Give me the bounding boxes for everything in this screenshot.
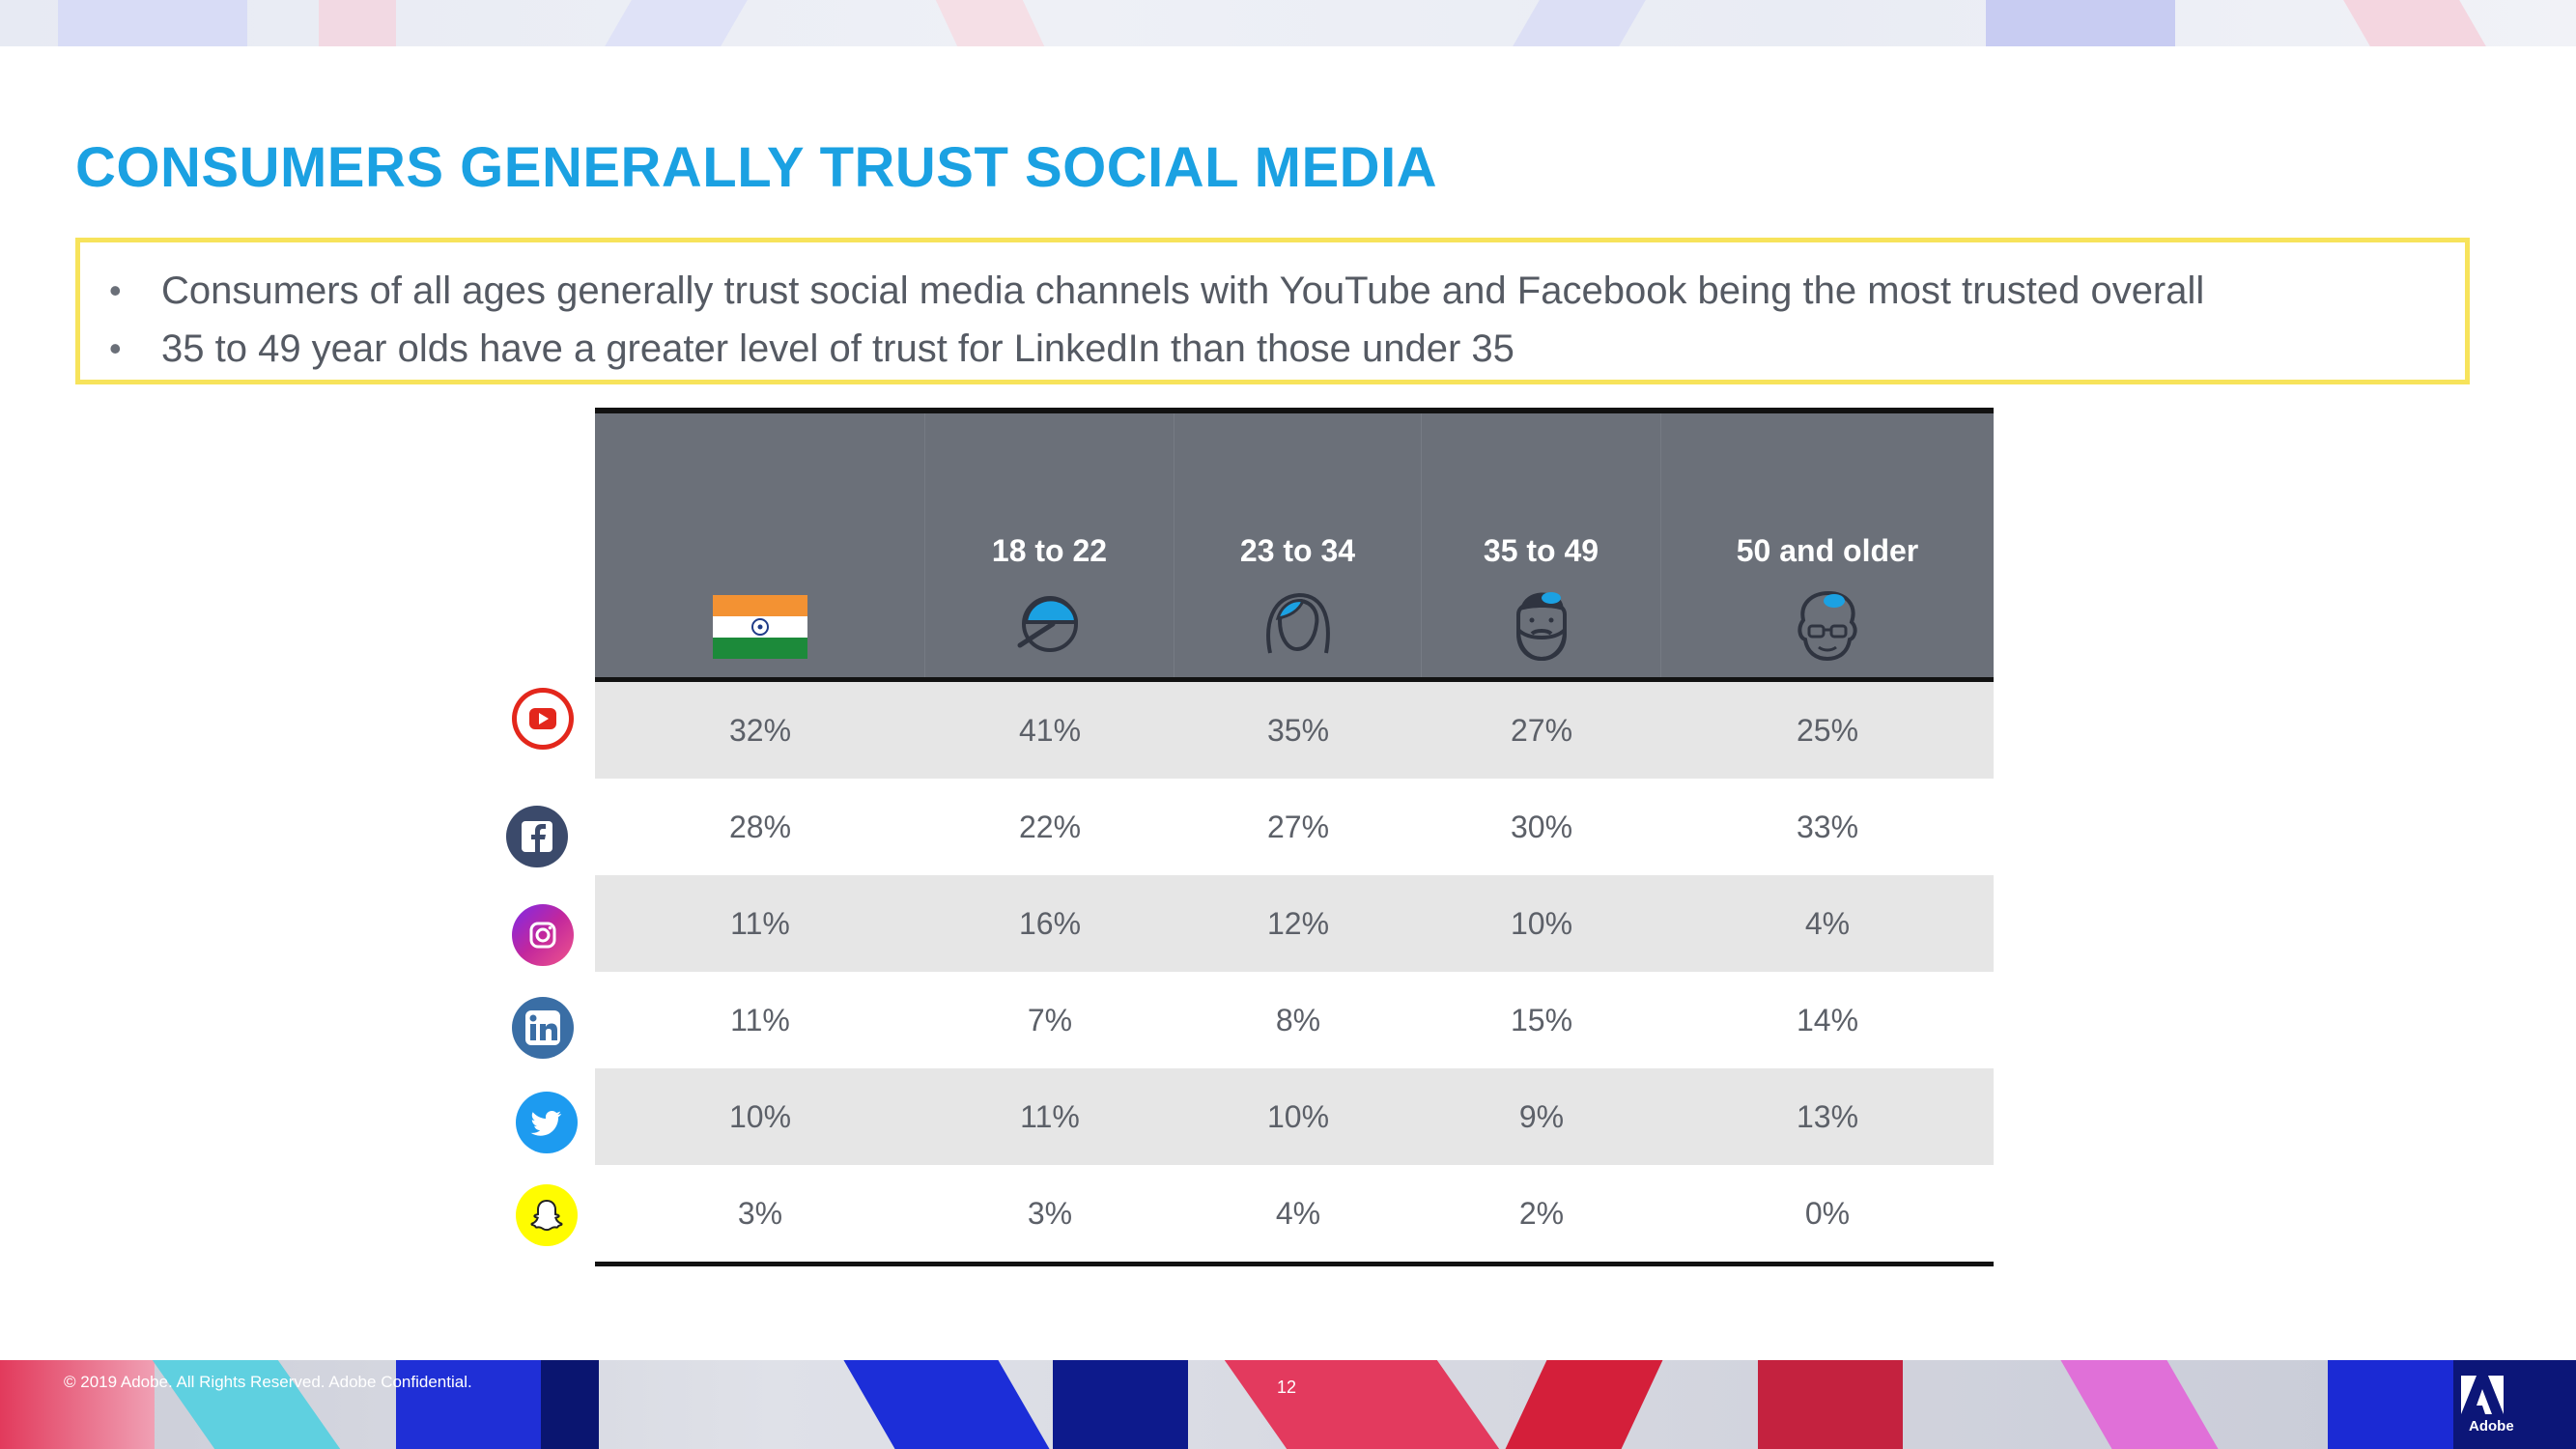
table-row-instagram: 11% 16% 12% 10% 4% (595, 875, 1994, 972)
table-header: 18 to 22 23 to 34 35 to 49 50 and older (595, 408, 1994, 682)
table-cell: 16% (1018, 906, 1082, 941)
table-cell: 13% (1796, 1099, 1859, 1134)
table-cell: 4% (1275, 1196, 1321, 1231)
adobe-wordmark: Adobe (2469, 1418, 2514, 1435)
table-cell: 3% (1027, 1196, 1073, 1231)
table-cell: 27% (1266, 810, 1330, 844)
table-cell: 7% (1027, 1003, 1073, 1037)
table-row-snapchat: 3% 3% 4% 2% 0% (595, 1165, 1994, 1262)
table-row-twitter: 10% 11% 10% 9% 13% (595, 1068, 1994, 1165)
table-cell: 25% (1796, 713, 1859, 748)
bottom-decorative-band (0, 1360, 2576, 1449)
table-cell: 10% (1266, 1099, 1330, 1134)
table-cell: 27% (1510, 713, 1573, 748)
table-cell: 10% (728, 1099, 792, 1134)
table-cell: 11% (1020, 1099, 1080, 1134)
twitter-icon (516, 1092, 578, 1153)
header-cell-country (595, 413, 925, 677)
table-row-linkedin: 11% 7% 8% 15% 14% (595, 972, 1994, 1068)
table-cell: 14% (1796, 1003, 1859, 1037)
table-row-facebook: 28% 22% 27% 30% 33% (595, 779, 1994, 875)
table-cell: 22% (1018, 810, 1082, 844)
youtube-icon (512, 688, 574, 750)
key-takeaways-box: Consumers of all ages generally trust so… (75, 238, 2470, 384)
table-cell: 15% (1510, 1003, 1573, 1037)
takeaway-bullet: Consumers of all ages generally trust so… (101, 262, 2465, 320)
table-cell: 2% (1518, 1196, 1565, 1231)
header-cell-35-to-49: 35 to 49 (1422, 413, 1661, 677)
table-cell: 10% (1510, 906, 1573, 941)
table-cell: 41% (1018, 713, 1082, 748)
cap-head-icon (1014, 585, 1086, 662)
table-cell: 33% (1796, 810, 1859, 844)
linkedin-icon (512, 997, 574, 1059)
table-cell: 30% (1510, 810, 1573, 844)
trust-by-age-table: 18 to 22 23 to 34 35 to 49 50 and older … (595, 408, 1994, 1266)
table-cell: 4% (1804, 906, 1851, 941)
snapchat-icon (516, 1184, 578, 1246)
page-number: 12 (1277, 1378, 1297, 1397)
table-cell: 28% (728, 810, 792, 844)
older-person-glasses-icon (1790, 585, 1865, 668)
table-cell: 3% (737, 1196, 783, 1231)
adobe-logo-icon (2461, 1376, 2519, 1435)
long-hair-head-icon (1260, 585, 1336, 666)
facebook-icon (506, 806, 568, 867)
slide-title: CONSUMERS GENERALLY TRUST SOCIAL MEDIA (75, 136, 1438, 199)
table-cell: 0% (1804, 1196, 1851, 1231)
table-cell: 12% (1266, 906, 1330, 941)
header-cell-18-to-22: 18 to 22 (925, 413, 1175, 677)
top-decorative-band (0, 0, 2576, 46)
table-cell: 11% (730, 1003, 790, 1037)
table-cell: 32% (728, 713, 792, 748)
table-bottom-rule (595, 1262, 1994, 1266)
table-cell: 8% (1275, 1003, 1321, 1037)
copyright-notice: © 2019 Adobe. All Rights Reserved. Adobe… (64, 1373, 472, 1391)
table-cell: 9% (1518, 1099, 1565, 1134)
instagram-icon (512, 904, 574, 966)
bearded-head-icon (1509, 585, 1574, 668)
table-cell: 11% (730, 906, 790, 941)
table-row-youtube: 32% 41% 35% 27% 25% (595, 682, 1994, 779)
takeaway-bullet: 35 to 49 year olds have a greater level … (101, 320, 2465, 378)
india-flag-icon (712, 595, 807, 664)
table-cell: 35% (1266, 713, 1330, 748)
header-cell-23-to-34: 23 to 34 (1175, 413, 1422, 677)
header-cell-50-and-older: 50 and older (1661, 413, 1994, 677)
